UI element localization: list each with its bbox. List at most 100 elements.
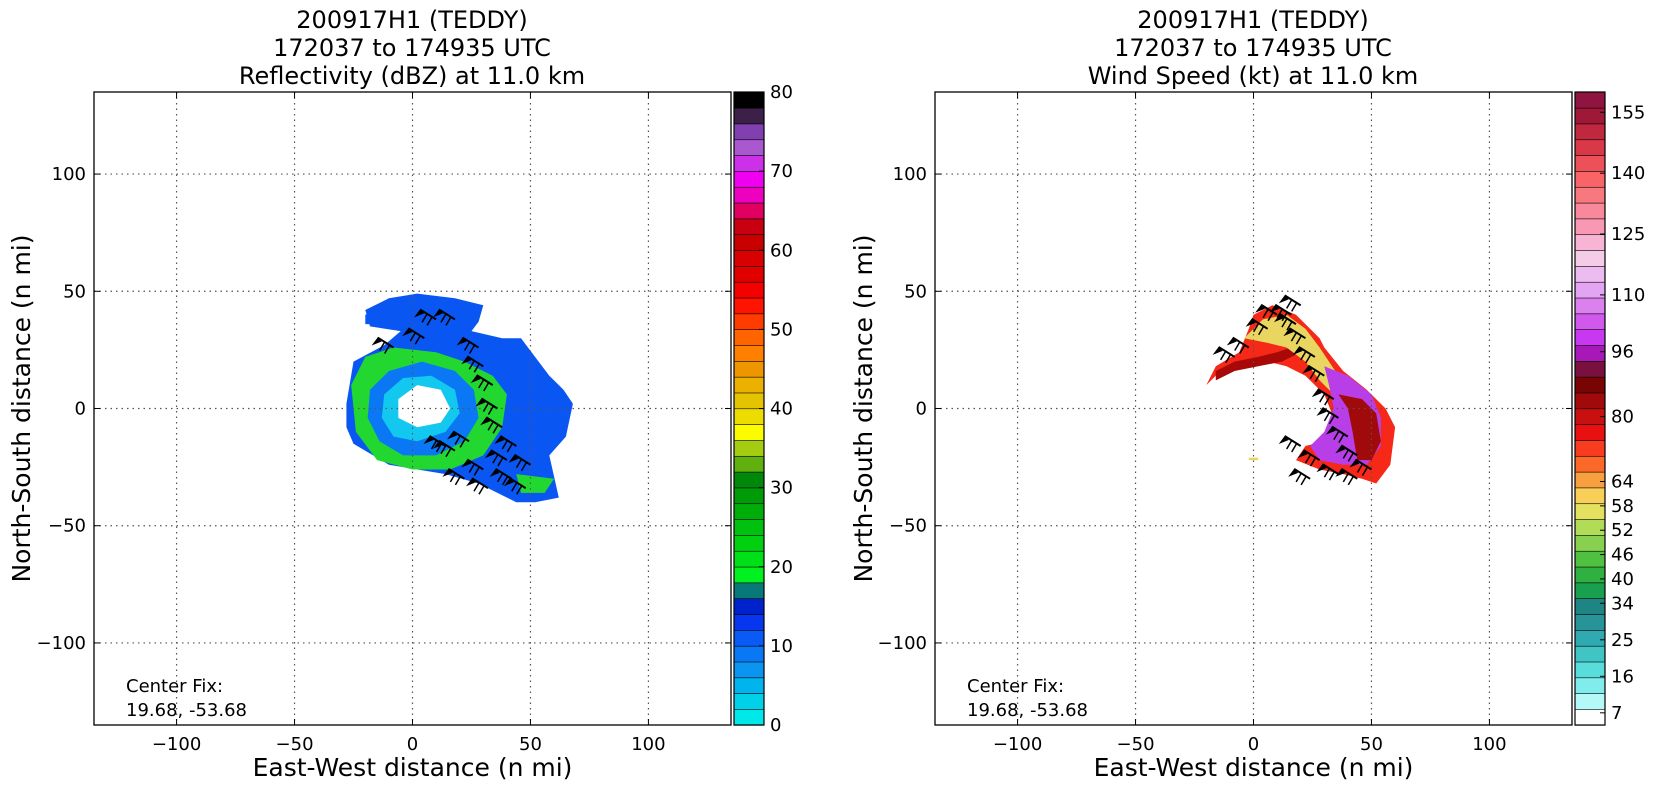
center-fix-annotation: Center Fix: (967, 676, 1064, 697)
x-tick-label: −50 (276, 734, 314, 755)
y-tick-label: 0 (916, 399, 927, 420)
wind-barb (494, 435, 517, 453)
wind-barb (1255, 303, 1278, 322)
colorbar-swatch (733, 170, 765, 188)
wind-barb (1269, 303, 1292, 322)
colorbar-swatch (733, 297, 765, 315)
data-field (1206, 305, 1396, 484)
colorbar-swatch (1574, 249, 1606, 267)
colorbar-swatch (1574, 107, 1606, 125)
colorbar-swatch (733, 566, 765, 584)
y-tick-label: −50 (48, 516, 86, 537)
colorbar-swatch (1574, 281, 1606, 299)
y-tick-label: 100 (893, 164, 927, 185)
y-tick-label: 50 (904, 281, 927, 302)
colorbar-swatch (1574, 297, 1606, 315)
wind-barb (1316, 407, 1339, 425)
wind-barb (447, 430, 470, 448)
colorbar-swatch (733, 265, 765, 283)
x-tick-label: 0 (407, 734, 418, 755)
wind-barb (1349, 458, 1372, 476)
colorbar-swatch (1574, 582, 1606, 600)
chart-title-line: Wind Speed (kt) at 11.0 km (1088, 62, 1419, 90)
data-region-arc_dark (1215, 347, 1301, 381)
colorbar-tick-label: 60 (770, 240, 793, 261)
colorbar-tick-label: 25 (1611, 630, 1634, 651)
colorbar-swatch (733, 693, 765, 710)
colorbar-tick-label: 155 (1611, 102, 1645, 123)
data-field (346, 293, 573, 503)
colorbar-tick-label: 58 (1611, 496, 1634, 517)
wind-barb (1278, 435, 1302, 453)
wind-barb (456, 336, 480, 354)
y-tick-label: 0 (75, 399, 86, 420)
colorbar-tick-label: 70 (770, 161, 793, 182)
colorbar-swatch (733, 91, 765, 109)
colorbar-swatch (733, 234, 765, 251)
colorbar-tick-label: 7 (1611, 703, 1622, 724)
colorbar-swatch (1574, 392, 1606, 410)
colorbar-swatch (1574, 455, 1606, 473)
colorbar-swatch (733, 123, 765, 141)
colorbar-frame (1574, 91, 1606, 726)
colorbar-swatch (733, 329, 765, 346)
center-fix-annotation: 19.68, -53.68 (126, 700, 247, 721)
colorbar-swatch (733, 424, 765, 441)
colorbar-swatch (1574, 613, 1606, 631)
wind-barb (442, 467, 465, 486)
colorbar-swatch (1574, 329, 1606, 346)
colorbar-swatch (1574, 91, 1606, 109)
wind-barb (508, 453, 531, 472)
wind-barb (1245, 317, 1269, 336)
x-axis-label: East-West distance (n mi) (1094, 753, 1414, 782)
wind-barb (489, 467, 513, 486)
colorbar-swatch (733, 281, 765, 299)
colorbar-tick-label: 125 (1611, 224, 1645, 245)
wind-barb (1226, 336, 1250, 354)
chart-panel-2: 200917H1 (TEDDY)172037 to 174935 UTCWind… (849, 6, 1645, 782)
colorbar-tick-label: 96 (1611, 342, 1634, 363)
colorbar-swatch (733, 408, 765, 425)
y-axis-label: North-South distance (n mi) (7, 234, 36, 582)
colorbar-swatch (733, 677, 765, 694)
center-fix-annotation: 19.68, -53.68 (967, 700, 1088, 721)
colorbar-swatch (733, 550, 765, 568)
colorbar-swatch (733, 360, 765, 378)
wind-barb (1273, 313, 1297, 331)
colorbar-swatch (733, 518, 765, 536)
colorbar-swatch (733, 708, 765, 726)
colorbar-tick-label: 50 (770, 319, 793, 340)
wind-barb (1302, 364, 1325, 383)
colorbar-swatch (1574, 123, 1606, 141)
wind-barb (461, 458, 484, 476)
colorbar-swatch (1574, 471, 1606, 489)
colorbar-swatch (1574, 155, 1606, 172)
colorbar-swatch (1574, 344, 1606, 362)
wind-barb (1297, 449, 1321, 467)
wind-barb (465, 477, 489, 495)
x-tick-label: 100 (1472, 734, 1506, 755)
wind-barb (1325, 425, 1349, 444)
colorbar-swatch (1574, 186, 1606, 204)
x-tick-label: 50 (519, 734, 542, 755)
y-axis-label: North-South distance (n mi) (849, 234, 878, 582)
colorbar-tick-label: 10 (770, 636, 793, 657)
y-tick-label: 50 (63, 281, 86, 302)
colorbar-swatch (1574, 693, 1606, 710)
data-region-darkred (1338, 394, 1381, 461)
wind-barb (432, 308, 456, 326)
y-tick-label: 100 (52, 164, 86, 185)
colorbar-tick-label: 34 (1611, 593, 1634, 614)
colorbar-swatch (1574, 550, 1606, 568)
colorbar-swatch (733, 629, 765, 647)
wind-barb (1278, 294, 1302, 312)
chart-title-line: 172037 to 174935 UTC (1114, 34, 1392, 62)
x-tick-label: −50 (1117, 734, 1155, 755)
colorbar-swatch (1574, 139, 1606, 156)
x-tick-label: 50 (1360, 734, 1383, 755)
colorbar-swatch (733, 455, 765, 473)
wind-barb (1335, 467, 1358, 486)
wind-barb (1283, 327, 1306, 345)
colorbar-swatch (733, 487, 765, 505)
